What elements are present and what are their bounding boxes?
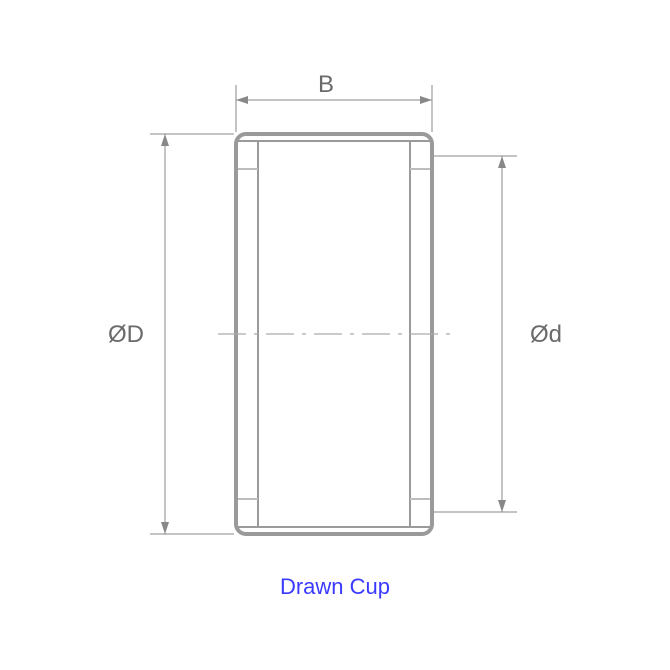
dim-d-arrow-top xyxy=(498,156,506,168)
dim-d-arrow-bottom xyxy=(498,500,506,512)
dim-B-arrow-left xyxy=(236,96,248,104)
dim-d-label: Ød xyxy=(530,321,562,348)
bearing-cross-section xyxy=(218,134,450,534)
dimension-D: ØD xyxy=(108,134,234,534)
caption: Drawn Cup xyxy=(280,574,390,599)
dim-D-arrow-bottom xyxy=(161,522,169,534)
dim-D-arrow-top xyxy=(161,134,169,146)
dim-B-label: B xyxy=(318,71,334,98)
diagram-canvas: B ØD Ød Drawn Cup xyxy=(0,0,670,670)
dim-D-label: ØD xyxy=(108,321,144,348)
dimension-B: B xyxy=(236,71,432,132)
dim-B-arrow-right xyxy=(420,96,432,104)
dimension-d: Ød xyxy=(434,156,562,512)
